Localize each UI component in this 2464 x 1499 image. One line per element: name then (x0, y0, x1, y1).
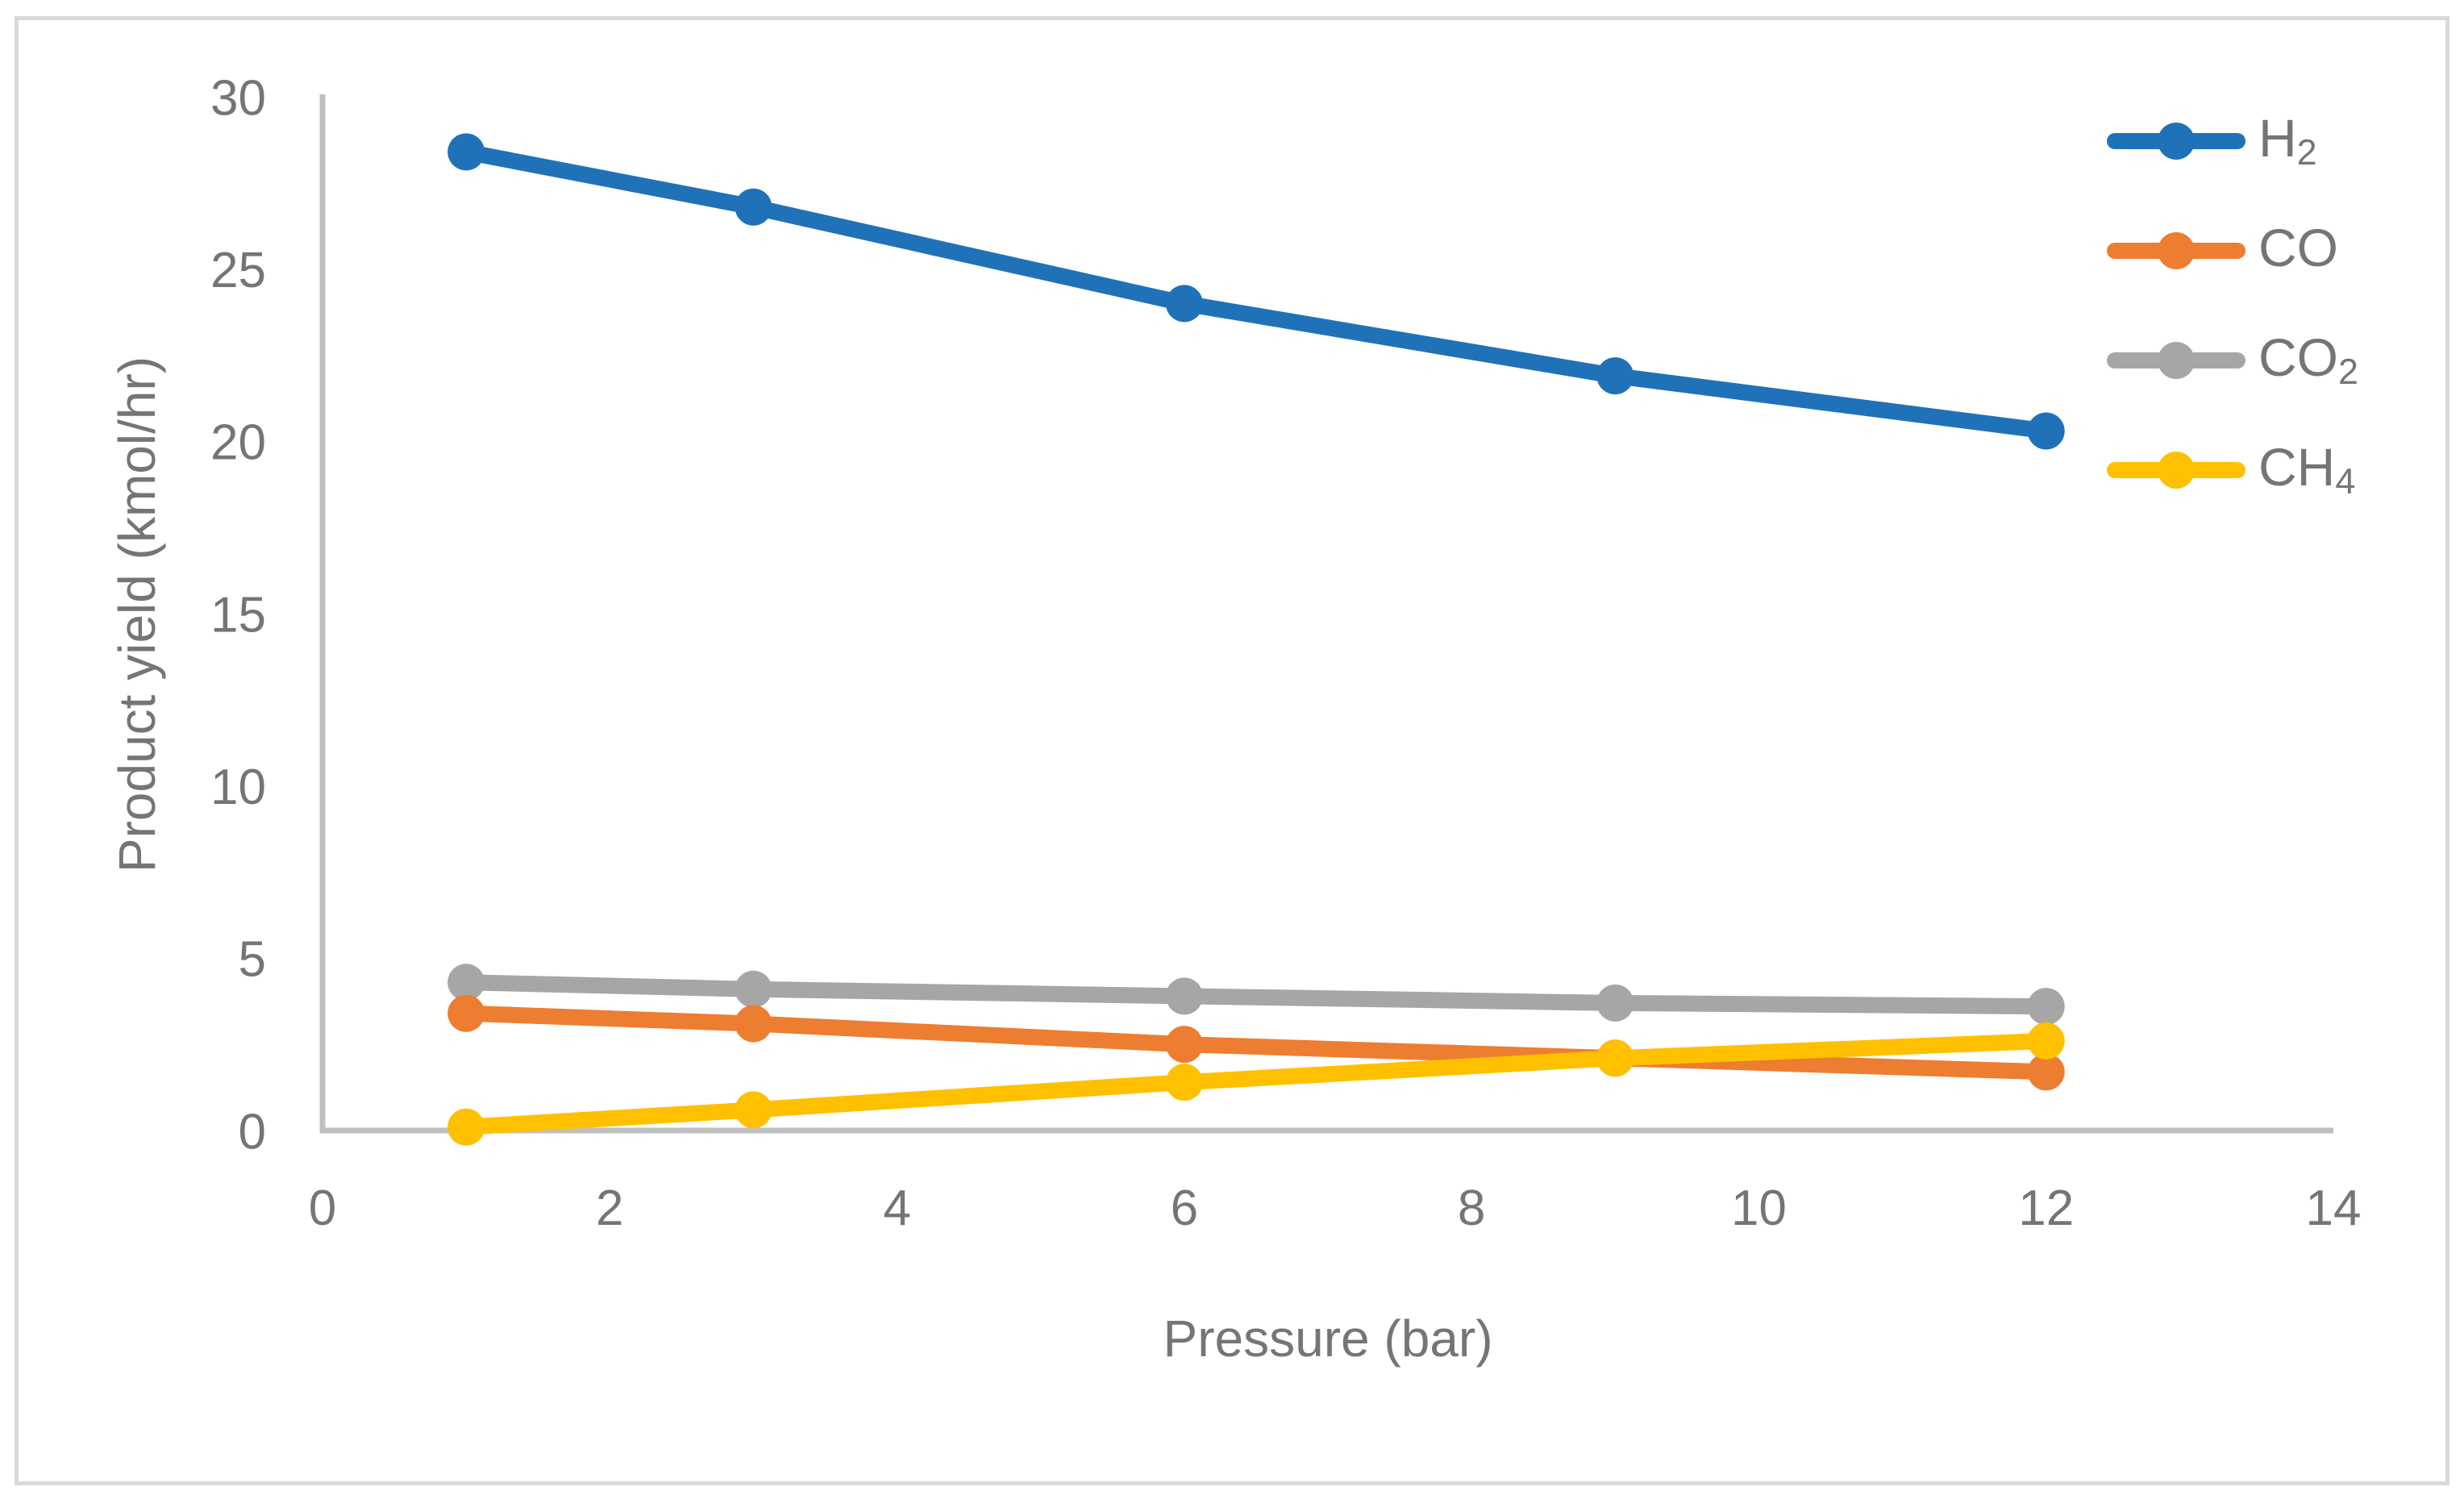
legend-label-co2: CO2 (2258, 331, 2358, 390)
series-marker-co (1165, 1026, 1203, 1064)
y-tick-label: 5 (239, 932, 266, 988)
y-axis-title: Product yield (kmol/hr) (108, 356, 166, 873)
legend-label-sub: 4 (2335, 460, 2356, 502)
y-tick-label: 25 (210, 243, 266, 298)
x-tick-label: 8 (1458, 1180, 1485, 1236)
series-marker-co (2027, 1053, 2065, 1091)
x-tick-label: 10 (1731, 1180, 1787, 1236)
legend-item-co2: CO2 (2107, 306, 2358, 415)
x-tick-label: 12 (2018, 1180, 2074, 1236)
legend-marker-icon (2158, 452, 2195, 489)
x-tick-label: 2 (596, 1180, 623, 1236)
legend-label-main: CH (2258, 437, 2336, 498)
series-marker-co2 (735, 970, 772, 1008)
series-marker-h2 (2027, 412, 2065, 450)
series-marker-ch4 (735, 1091, 772, 1129)
legend-item-co: CO (2107, 196, 2358, 306)
legend-swatch-co2 (2107, 342, 2245, 379)
series-marker-ch4 (2027, 1022, 2065, 1060)
series-marker-h2 (1596, 357, 1634, 395)
legend-swatch-ch4 (2107, 452, 2245, 489)
legend-swatch-h2 (2107, 123, 2245, 160)
legend-marker-icon (2158, 342, 2195, 379)
series-line-co2 (458, 974, 2054, 1015)
series-marker-ch4 (1596, 1039, 1634, 1077)
x-tick-label: 14 (2306, 1180, 2362, 1236)
legend-label-sub: 2 (2296, 131, 2317, 173)
legend-label-main: H (2258, 108, 2297, 169)
series-marker-ch4 (447, 1108, 485, 1146)
legend-label-h2: H2 (2258, 111, 2317, 171)
y-tick-label: 30 (210, 70, 266, 126)
series-marker-ch4 (1165, 1064, 1203, 1101)
x-tick-label: 0 (309, 1180, 336, 1236)
series-marker-co2 (1165, 977, 1203, 1015)
series-marker-co2 (2027, 988, 2065, 1026)
legend-label-main: CO (2258, 327, 2338, 388)
y-tick-label: 0 (239, 1104, 266, 1160)
x-tick-label: 4 (883, 1180, 910, 1236)
series-marker-co (735, 1005, 772, 1043)
legend-marker-icon (2158, 232, 2195, 269)
series-marker-h2 (735, 188, 772, 226)
legend-item-h2: H2 (2107, 86, 2358, 196)
y-tick-label: 10 (210, 760, 266, 815)
legend: H2 CO CO2 CH4 (2107, 86, 2358, 525)
legend-label-co: CO (2258, 221, 2338, 281)
y-tick-label: 15 (210, 587, 266, 643)
series-line-h2 (458, 144, 2054, 439)
legend-label-ch4: CH4 (2258, 440, 2355, 500)
legend-swatch-co (2107, 232, 2245, 269)
x-axis-title: Pressure (bar) (1163, 1310, 1493, 1368)
legend-label-main: CO (2258, 218, 2338, 278)
legend-label-sub: 2 (2338, 350, 2358, 392)
series-marker-co2 (1596, 984, 1634, 1022)
series-marker-h2 (447, 133, 485, 171)
x-tick-label: 6 (1171, 1180, 1198, 1236)
series-marker-h2 (1165, 285, 1203, 323)
y-tick-label: 20 (210, 415, 266, 471)
legend-marker-icon (2158, 123, 2195, 160)
series-marker-co2 (447, 964, 485, 1001)
legend-item-ch4: CH4 (2107, 415, 2358, 525)
series-marker-co (447, 994, 485, 1032)
